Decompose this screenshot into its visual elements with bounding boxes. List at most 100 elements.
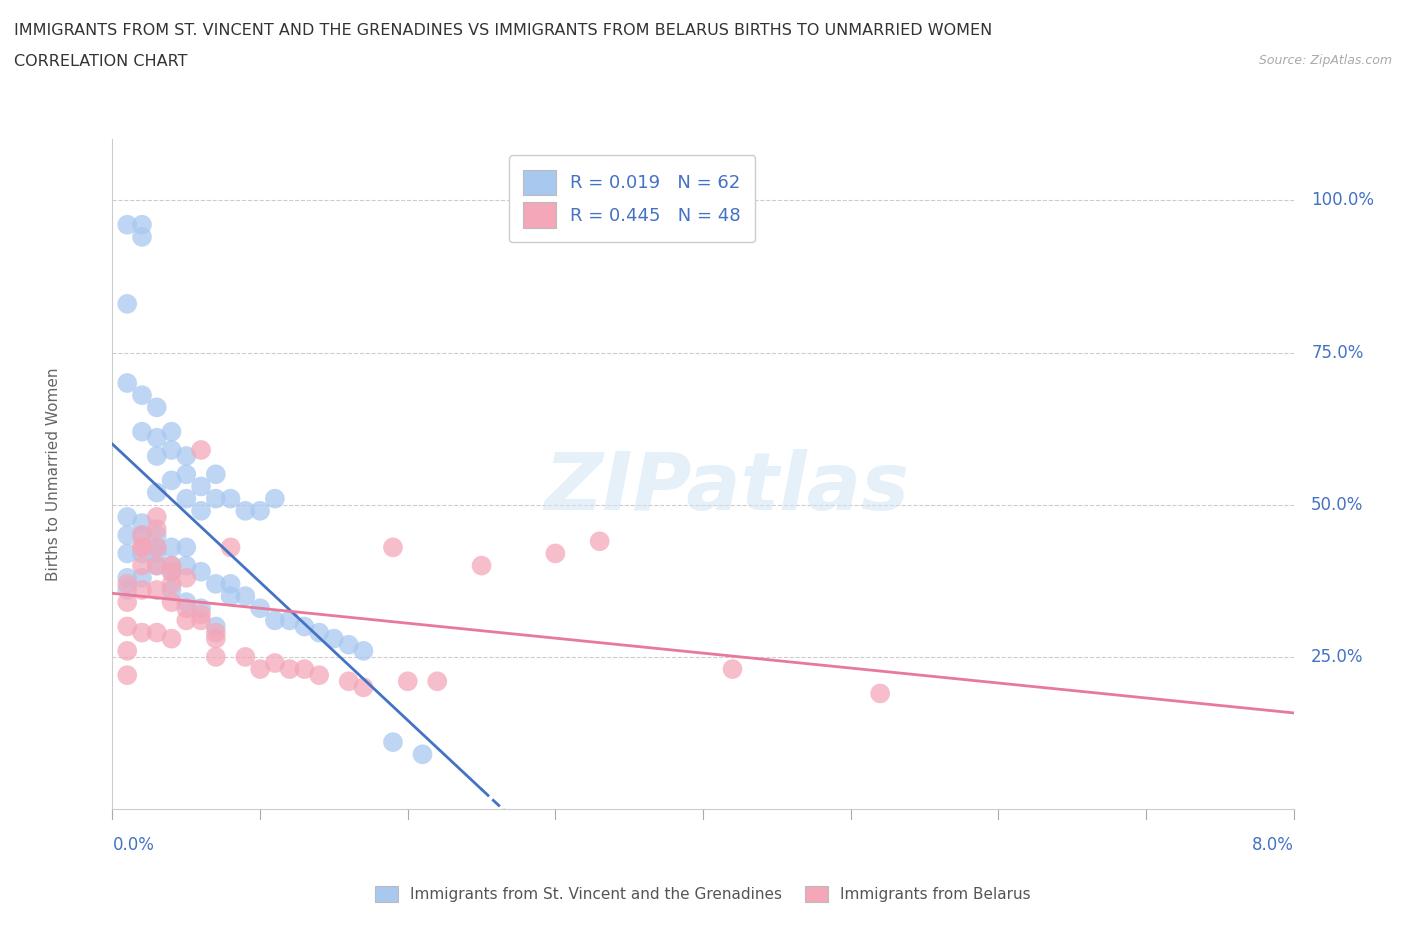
Point: [160, 594, 183, 609]
Point: [131, 515, 153, 530]
Point: [160, 565, 183, 579]
Point: [174, 613, 197, 628]
Point: [146, 522, 169, 537]
Point: [160, 631, 183, 646]
Point: [292, 661, 315, 676]
Point: [146, 431, 169, 445]
Point: [426, 674, 449, 689]
Point: [278, 613, 301, 628]
Point: [131, 218, 153, 232]
Point: [160, 558, 183, 573]
Point: [869, 686, 891, 701]
Point: [160, 577, 183, 591]
Point: [190, 565, 212, 579]
Point: [131, 388, 153, 403]
Point: [131, 540, 153, 555]
Point: [146, 448, 169, 463]
Point: [174, 448, 197, 463]
Point: [174, 491, 197, 506]
Point: [190, 503, 212, 518]
Point: [249, 601, 271, 616]
Point: [117, 297, 138, 312]
Point: [471, 558, 494, 573]
Point: [117, 582, 138, 597]
Point: [146, 527, 169, 542]
Point: [160, 424, 183, 439]
Text: Source: ZipAtlas.com: Source: ZipAtlas.com: [1258, 54, 1392, 67]
Point: [146, 510, 169, 525]
Point: [190, 443, 212, 458]
Text: 8.0%: 8.0%: [1251, 836, 1294, 854]
Point: [205, 577, 228, 591]
Point: [131, 546, 153, 561]
Text: ZIPatlas: ZIPatlas: [544, 448, 910, 526]
Point: [174, 570, 197, 585]
Text: Births to Unmarried Women: Births to Unmarried Women: [46, 367, 60, 581]
Point: [146, 558, 169, 573]
Point: [205, 649, 228, 664]
Point: [146, 558, 169, 573]
Point: [131, 527, 153, 542]
Point: [219, 589, 242, 604]
Point: [117, 668, 138, 683]
Point: [131, 558, 153, 573]
Point: [412, 747, 434, 762]
Point: [264, 491, 287, 506]
Point: [721, 661, 744, 676]
Point: [117, 577, 138, 591]
Point: [190, 601, 212, 616]
Point: [233, 649, 256, 664]
Point: [190, 479, 212, 494]
Point: [117, 527, 138, 542]
Point: [117, 218, 138, 232]
Point: [117, 619, 138, 634]
Point: [174, 540, 197, 555]
Point: [160, 558, 183, 573]
Point: [131, 625, 153, 640]
Point: [278, 661, 301, 676]
Point: [544, 546, 567, 561]
Point: [264, 613, 287, 628]
Point: [219, 491, 242, 506]
Point: [160, 443, 183, 458]
Point: [131, 230, 153, 245]
Point: [233, 503, 256, 518]
Point: [264, 656, 287, 671]
Point: [174, 594, 197, 609]
Point: [190, 613, 212, 628]
Point: [160, 565, 183, 579]
Text: IMMIGRANTS FROM ST. VINCENT AND THE GRENADINES VS IMMIGRANTS FROM BELARUS BIRTHS: IMMIGRANTS FROM ST. VINCENT AND THE GREN…: [14, 23, 993, 38]
Point: [160, 582, 183, 597]
Point: [337, 637, 360, 652]
Point: [323, 631, 346, 646]
Point: [205, 631, 228, 646]
Point: [292, 619, 315, 634]
Point: [205, 619, 228, 634]
Point: [233, 589, 256, 604]
Point: [190, 607, 212, 622]
Point: [117, 376, 138, 391]
Point: [174, 601, 197, 616]
Point: [146, 625, 169, 640]
Point: [174, 467, 197, 482]
Point: [382, 735, 405, 750]
Text: 0.0%: 0.0%: [112, 836, 155, 854]
Legend: R = 0.019   N = 62, R = 0.445   N = 48: R = 0.019 N = 62, R = 0.445 N = 48: [509, 155, 755, 243]
Point: [205, 467, 228, 482]
Point: [146, 400, 169, 415]
Point: [160, 473, 183, 488]
Point: [174, 558, 197, 573]
Point: [337, 674, 360, 689]
Point: [131, 582, 153, 597]
Point: [588, 534, 610, 549]
Point: [131, 527, 153, 542]
Point: [396, 674, 419, 689]
Point: [205, 491, 228, 506]
Point: [117, 570, 138, 585]
Point: [219, 577, 242, 591]
Text: 100.0%: 100.0%: [1312, 192, 1374, 209]
Point: [352, 644, 374, 658]
Point: [117, 594, 138, 609]
Point: [117, 546, 138, 561]
Point: [146, 540, 169, 555]
